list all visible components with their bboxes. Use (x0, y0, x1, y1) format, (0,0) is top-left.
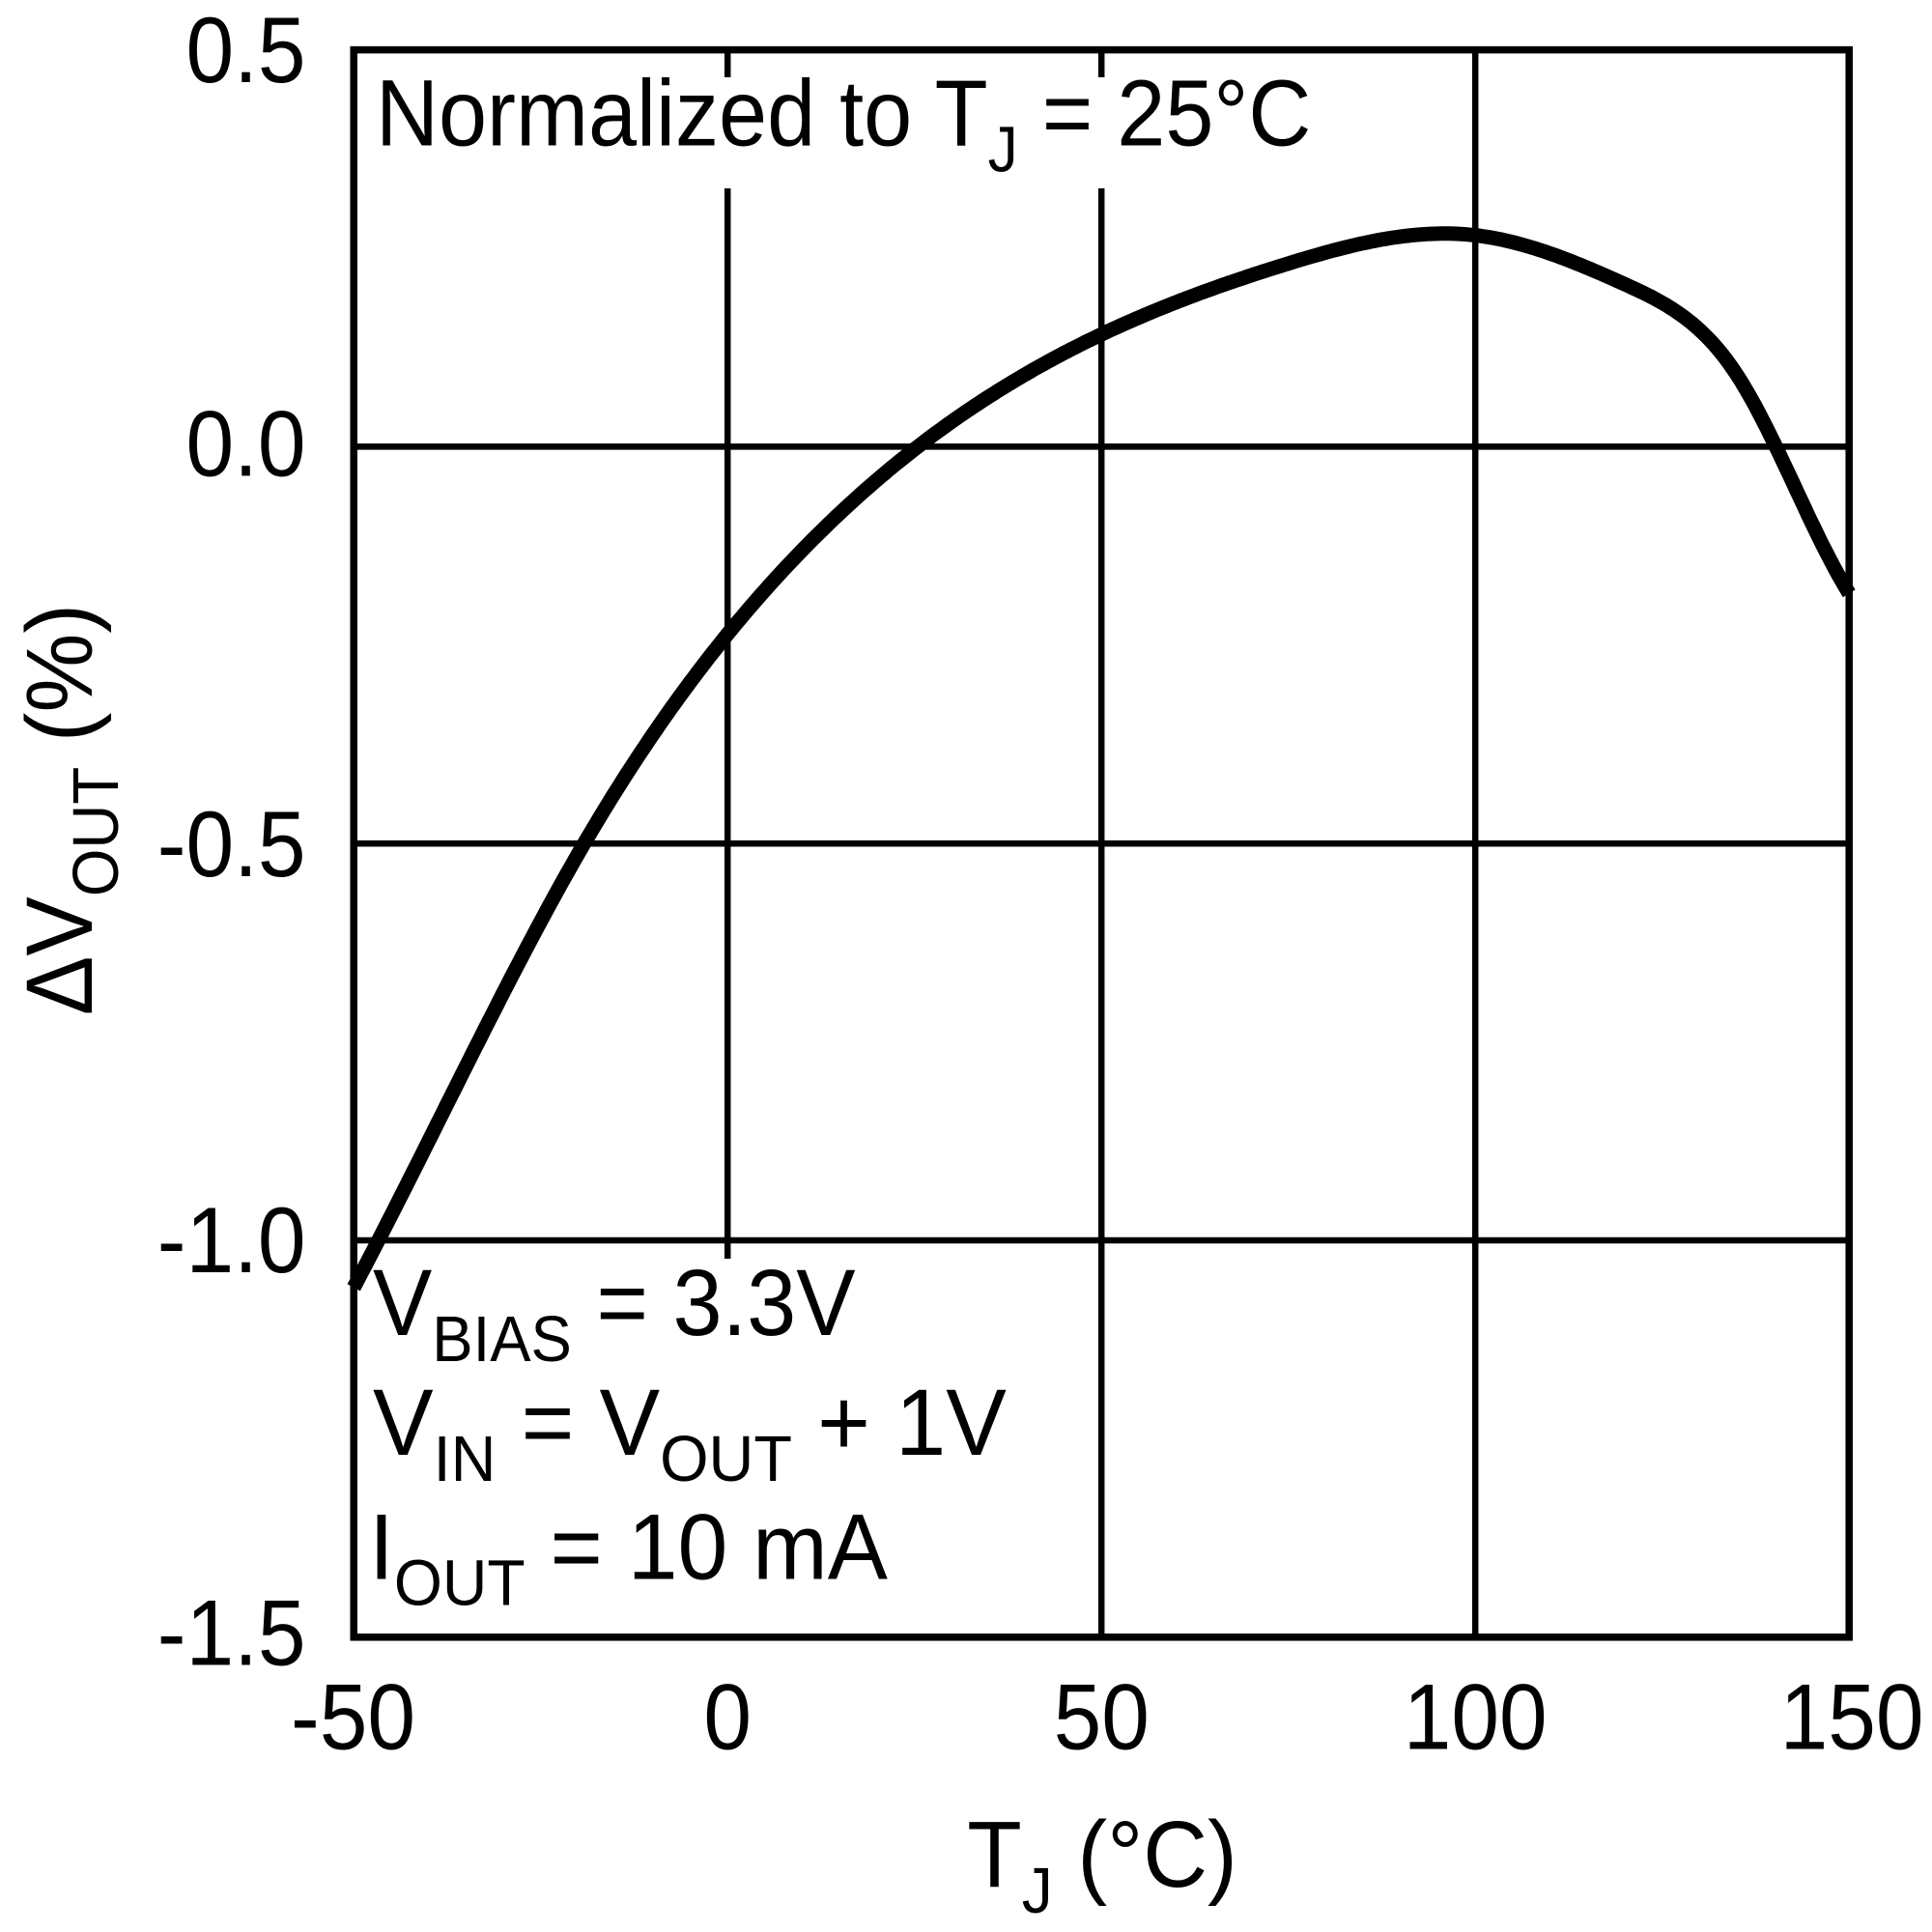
svg-text:150: 150 (1780, 1664, 1924, 1769)
svg-text:IOUT = 10 mA: IOUT = 10 mA (369, 1495, 888, 1619)
svg-text:50: 50 (1054, 1664, 1150, 1769)
svg-text:0.5: 0.5 (185, 0, 305, 102)
svg-text:VBIAS = 3.3V: VBIAS = 3.3V (373, 1251, 855, 1376)
svg-text:0.0: 0.0 (185, 391, 305, 496)
svg-text:ΔVOUT (%): ΔVOUT (%) (8, 604, 132, 1015)
svg-text:Normalized to TJ = 25°C: Normalized to TJ = 25°C (376, 60, 1311, 185)
svg-text:-0.5: -0.5 (157, 792, 306, 896)
svg-text:100: 100 (1404, 1664, 1548, 1769)
svg-text:-1.5: -1.5 (157, 1580, 306, 1685)
svg-text:TJ (°C): TJ (°C) (967, 1803, 1237, 1926)
svg-text:-50: -50 (291, 1664, 415, 1769)
svg-text:-1.0: -1.0 (157, 1188, 306, 1293)
svg-text:0: 0 (703, 1664, 752, 1769)
